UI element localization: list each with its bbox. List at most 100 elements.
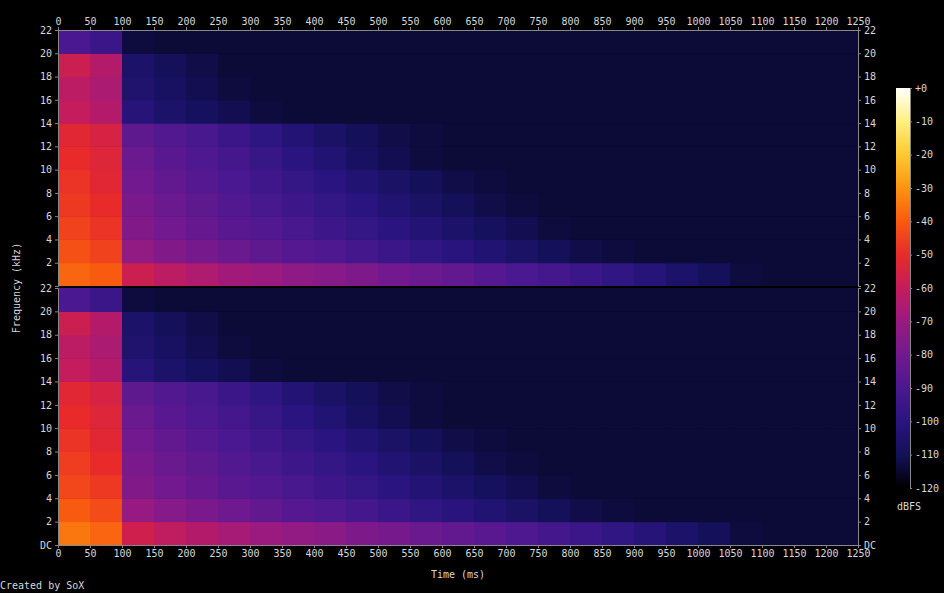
axis: 0501001502002503003504004505005506006507… — [55, 16, 870, 31]
tick-mark — [55, 498, 58, 499]
cell — [346, 146, 379, 170]
cell — [58, 335, 91, 359]
cell — [186, 146, 219, 170]
tick-label: 800 — [561, 548, 579, 559]
tick-label: 0 — [55, 16, 61, 27]
tick: 600 — [433, 16, 451, 30]
axis-line — [55, 31, 59, 287]
cell — [122, 428, 155, 452]
cell — [666, 170, 699, 194]
cell — [730, 381, 763, 405]
cell — [538, 216, 571, 240]
cell — [122, 100, 155, 124]
tick-label: 12 — [864, 141, 876, 152]
tick: 300 — [241, 16, 259, 30]
cell — [602, 288, 635, 312]
tick: 4 — [46, 493, 58, 504]
tick-label: -70 — [915, 316, 933, 327]
tick: 20 — [40, 48, 58, 59]
cell — [794, 475, 827, 499]
cell — [762, 193, 795, 217]
tick-label: 850 — [593, 548, 611, 559]
cell — [474, 77, 507, 101]
cell — [378, 100, 411, 124]
cell — [602, 522, 635, 545]
cell — [346, 30, 379, 54]
tick-mark — [858, 335, 861, 336]
tick: 22 — [858, 25, 876, 36]
cell — [730, 77, 763, 101]
cell — [282, 239, 315, 263]
cell — [314, 452, 347, 476]
cell — [666, 146, 699, 170]
cell — [698, 146, 731, 170]
cell — [442, 522, 475, 545]
tick-label: 400 — [305, 16, 323, 27]
tick-label: 1200 — [814, 16, 838, 27]
cell — [634, 522, 667, 545]
cell — [730, 216, 763, 240]
cell — [250, 146, 283, 170]
cell — [122, 30, 155, 54]
cell — [474, 522, 507, 545]
cell — [634, 193, 667, 217]
cell — [154, 77, 187, 101]
cell — [698, 288, 731, 312]
cell — [378, 239, 411, 263]
tick: 450 — [337, 545, 355, 559]
cell — [794, 358, 827, 382]
cell — [602, 53, 635, 77]
cell — [250, 53, 283, 77]
cell — [378, 146, 411, 170]
tick: 8 — [46, 188, 58, 199]
tick: 1200 — [814, 16, 838, 30]
cell — [314, 123, 347, 147]
tick: -100 — [910, 416, 939, 427]
cell — [826, 311, 858, 335]
cell — [346, 216, 379, 240]
tick-label: 700 — [497, 16, 515, 27]
colorbar — [896, 88, 910, 488]
tick: 18 — [858, 71, 876, 82]
cell — [282, 475, 315, 499]
cell — [218, 100, 251, 124]
tick-label: 600 — [433, 16, 451, 27]
tick-label: 950 — [657, 16, 675, 27]
tick-mark — [55, 53, 58, 54]
cell — [666, 193, 699, 217]
cell — [794, 288, 827, 312]
cell — [218, 311, 251, 335]
cell — [410, 381, 443, 405]
cell — [698, 475, 731, 499]
cell — [826, 193, 858, 217]
cell — [474, 123, 507, 147]
tick: 1100 — [750, 545, 774, 559]
tick: 450 — [337, 16, 355, 30]
tick: 18 — [40, 71, 58, 82]
cell — [826, 263, 858, 286]
cell — [730, 263, 763, 286]
tick: 750 — [529, 16, 547, 30]
tick-label: 1000 — [686, 548, 710, 559]
cell — [282, 193, 315, 217]
cell — [58, 428, 91, 452]
tick-label: 4 — [864, 234, 870, 245]
cell — [602, 381, 635, 405]
cell — [698, 405, 731, 429]
cell — [666, 522, 699, 545]
tick: DC — [858, 540, 876, 551]
cell — [442, 498, 475, 522]
cell — [826, 381, 858, 405]
credit: Created by SoX — [0, 580, 84, 591]
tick-label: 18 — [864, 329, 876, 340]
cell — [794, 381, 827, 405]
cell — [410, 170, 443, 194]
tick-label: 0 — [55, 548, 61, 559]
cell — [314, 170, 347, 194]
cell — [794, 263, 827, 286]
cell — [90, 239, 123, 263]
cell — [154, 498, 187, 522]
tick: 1000 — [686, 16, 710, 30]
cell — [250, 216, 283, 240]
cell — [538, 239, 571, 263]
